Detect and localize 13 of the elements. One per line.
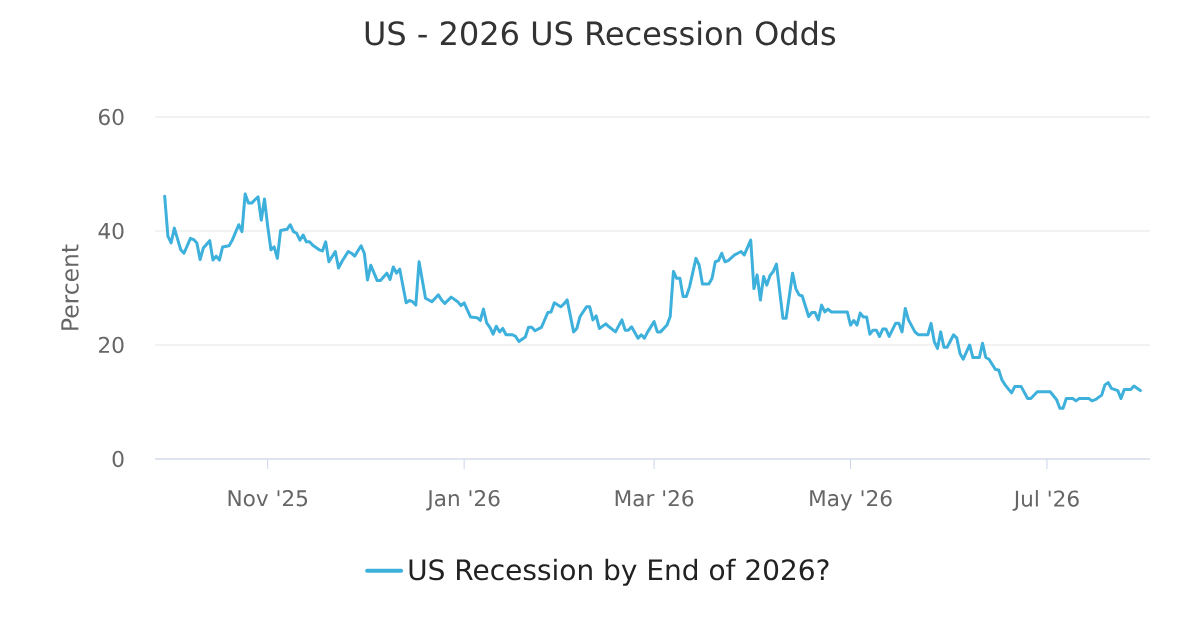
chart-title: US - 2026 US Recession Odds	[365, 20, 836, 46]
x-tick-label: Jul '26	[1012, 490, 1079, 511]
line-series	[163, 192, 1142, 410]
x-tick-label: Nov '25	[228, 490, 308, 507]
legend-label: US Recession by End of 2026?	[409, 558, 829, 586]
y-tick-label: 0	[112, 450, 124, 468]
x-tick-label: Jan '26	[426, 490, 500, 511]
x-tick-label: Mar '26	[615, 490, 694, 507]
y-tick-label: 60	[98, 108, 124, 126]
y-tick-label: 40	[98, 222, 124, 240]
y-axis-title: Percent	[61, 244, 79, 330]
y-tick-label: 20	[99, 336, 124, 354]
x-tick-label: May '26	[810, 490, 892, 511]
